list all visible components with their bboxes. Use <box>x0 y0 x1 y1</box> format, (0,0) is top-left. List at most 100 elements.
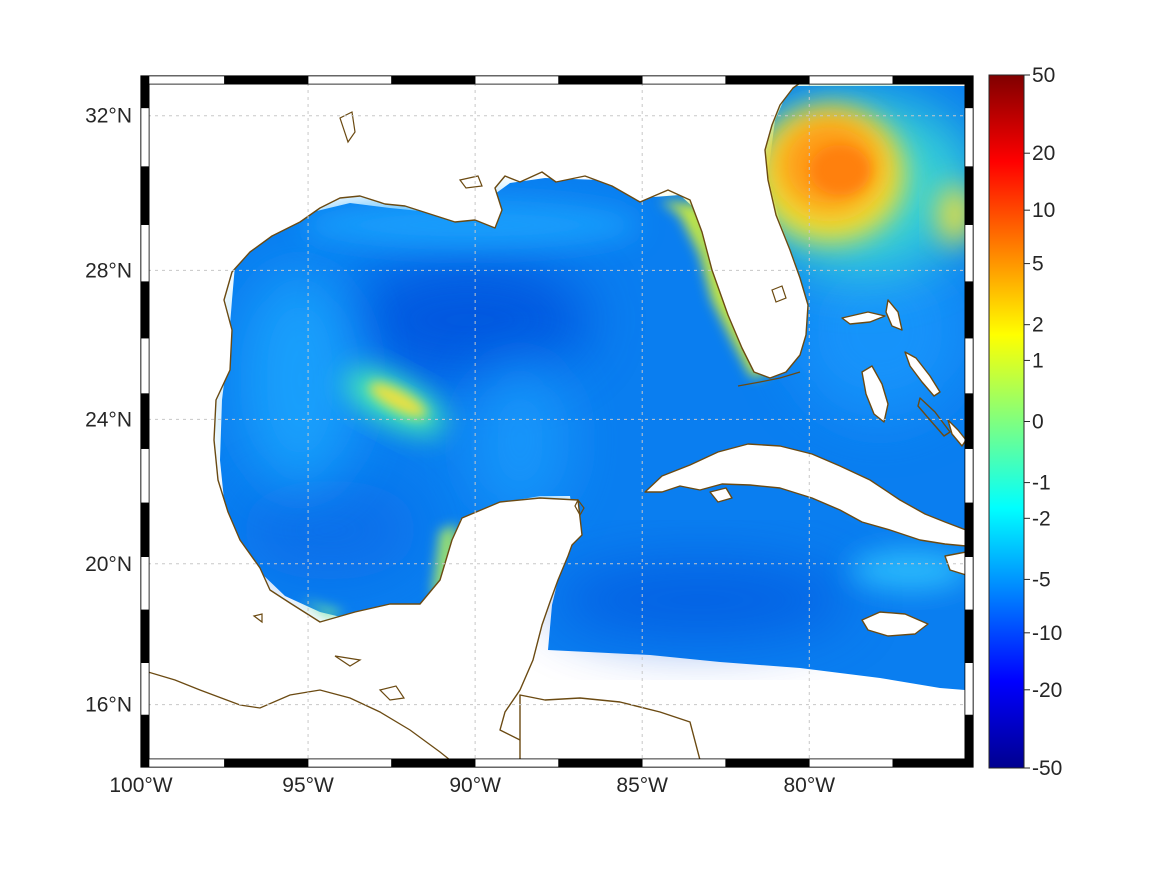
frame-segment-bottom <box>307 758 392 768</box>
frame-segment-right <box>964 166 974 225</box>
coastline-honduras <box>519 694 701 760</box>
colorbar-tick-label: 1 <box>1032 349 1044 372</box>
lake-nicaragua <box>334 655 362 667</box>
frame-segment-top <box>224 75 309 85</box>
lake-guatemala <box>378 685 406 701</box>
colorbar-tick-label: -2 <box>1032 507 1051 530</box>
coastline-abaco <box>885 299 903 331</box>
coastline-long-island <box>947 419 966 447</box>
small-islands <box>252 111 801 701</box>
coastline-eleuthera <box>904 351 941 397</box>
x-tick-label: 90°W <box>449 774 501 797</box>
colorbar-tick-label: 50 <box>1032 64 1055 87</box>
lake-okeechobee <box>771 285 787 303</box>
field-loop-band <box>470 360 570 520</box>
frame-segment-bottom <box>391 758 476 768</box>
frame-segment-right <box>964 714 974 768</box>
frame-segment-top <box>892 75 974 85</box>
frame-segment-top <box>474 75 559 85</box>
coastline-cuba <box>644 443 966 547</box>
colorbar-tick-label: 0 <box>1032 411 1044 434</box>
frame-segment-top <box>808 75 894 85</box>
frame-segment-left <box>140 224 150 282</box>
field-atlantic-inner <box>810 145 870 195</box>
frame-segment-left <box>140 609 150 663</box>
field-western-eddy-core <box>369 382 427 418</box>
colorbar-tick-label: -10 <box>1032 622 1062 645</box>
island-cozumel <box>574 498 585 517</box>
frame-segment-right <box>964 281 974 339</box>
x-tick-label: 95°W <box>282 774 334 797</box>
colorbar-tick-label: 20 <box>1032 142 1055 165</box>
field-central-gulf <box>350 260 590 380</box>
y-tick-label: 24°N <box>85 408 132 431</box>
frame-segment-right <box>964 75 974 109</box>
frame-segment-bottom <box>474 758 559 768</box>
coastline-exumas <box>917 397 951 437</box>
frame-segment-left <box>140 714 150 768</box>
frame-segment-top <box>641 75 727 85</box>
frame-segment-bottom <box>558 758 643 768</box>
colorbar-tick-label: -50 <box>1032 757 1062 780</box>
frame-segment-top <box>140 75 225 85</box>
coastline-isle-of-youth <box>709 487 733 503</box>
frame-segment-bottom <box>725 758 810 768</box>
y-tick-label: 16°N <box>85 694 132 717</box>
frame-segment-left <box>140 166 150 225</box>
frame-segment-top <box>307 75 392 85</box>
field-west-gulf-band <box>240 270 360 490</box>
frame-segment-bottom <box>140 758 225 768</box>
grid <box>148 83 966 760</box>
colorbar-tick-label: 10 <box>1032 199 1055 222</box>
y-tick-label: 28°N <box>85 259 132 282</box>
frame-segment-right <box>964 556 974 611</box>
keys-chain <box>737 371 801 387</box>
frame-segment-left <box>140 281 150 339</box>
x-tick-labels: 100°W 95°W 90°W 85°W 80°W <box>109 774 835 797</box>
frame-segment-right <box>964 448 974 504</box>
coastline-jamaica <box>861 611 929 637</box>
coastline-grand-bahama <box>841 311 886 325</box>
data-field <box>220 86 966 690</box>
coastlines <box>148 83 966 760</box>
frame-segment-left <box>140 75 150 109</box>
frame-segment-left <box>140 556 150 611</box>
frame-segment-right <box>964 337 974 394</box>
y-tick-labels: 32°N 28°N 24°N 20°N 16°N <box>85 105 132 717</box>
frame-segment-left <box>140 448 150 504</box>
frame-segment-left <box>140 337 150 394</box>
frame-segment-left <box>140 107 150 167</box>
colorbar-tick-label: -20 <box>1032 679 1062 702</box>
x-tick-label: 100°W <box>109 774 172 797</box>
colorbar-tick-label: -5 <box>1032 568 1051 591</box>
frame-segment-bottom <box>224 758 309 768</box>
frame-segment-left <box>140 502 150 557</box>
field-tabasco-coast <box>300 600 345 618</box>
x-tick-label: 85°W <box>616 774 668 797</box>
field-southwest-gulf <box>240 480 420 580</box>
y-tick-label: 20°N <box>85 553 132 576</box>
frame-segment-top <box>391 75 476 85</box>
frame-segment-top <box>725 75 810 85</box>
colorbar-tick-label: 5 <box>1032 253 1044 276</box>
frame-segment-left <box>140 393 150 449</box>
frame-segment-right <box>964 662 974 716</box>
frame-segment-bottom <box>892 758 974 768</box>
frame-segment-bottom <box>641 758 727 768</box>
y-tick-label: 32°N <box>85 105 132 128</box>
frame-segment-right <box>964 393 974 449</box>
field-north-shelf <box>300 200 640 250</box>
colorbar-gradient <box>988 74 1025 769</box>
map-frame <box>140 75 974 768</box>
colorbar-tick-label: 2 <box>1032 314 1044 337</box>
field-caribbean-dark <box>550 560 850 640</box>
field-atlantic-east-bump <box>937 185 966 245</box>
frame-segment-right <box>964 224 974 282</box>
colorbar-tick-label: -1 <box>1032 472 1051 495</box>
frame-segment-right <box>964 609 974 663</box>
frame-segment-top <box>558 75 643 85</box>
coastline-andros <box>861 365 889 423</box>
